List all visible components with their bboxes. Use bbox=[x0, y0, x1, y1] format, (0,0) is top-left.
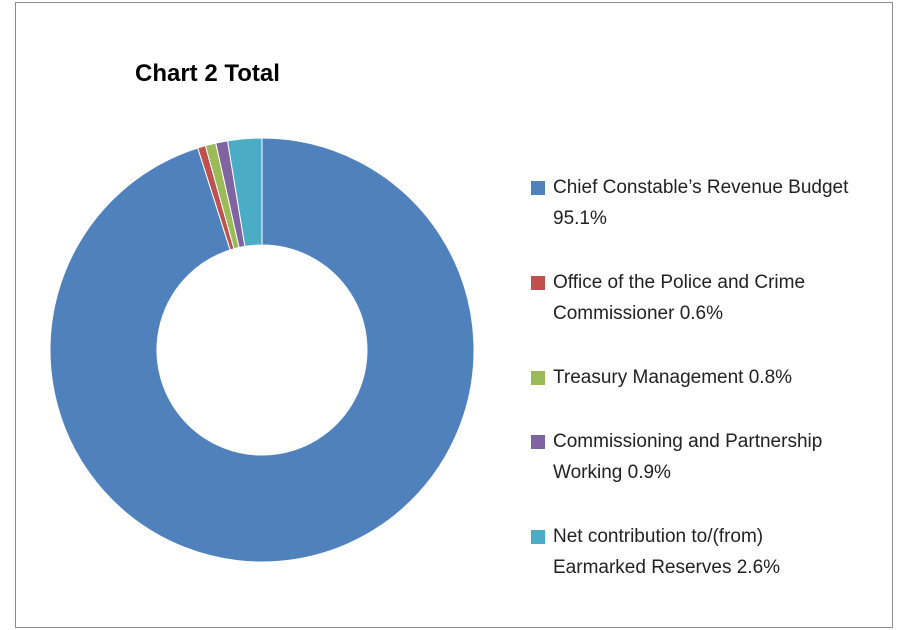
donut-slice bbox=[226, 137, 263, 247]
legend-swatch bbox=[531, 181, 545, 195]
legend-swatch bbox=[531, 276, 545, 290]
legend-text: Office of the Police and Crime Commissio… bbox=[553, 267, 853, 329]
chart-title: Chart 2 Total bbox=[135, 60, 280, 87]
legend-value: 2.6% bbox=[736, 557, 781, 578]
legend: Chief Constable’s Revenue Budget 95.1% Of… bbox=[531, 172, 881, 616]
legend-text: Net contribution to/(from) Earmarked Res… bbox=[553, 521, 853, 583]
legend-item: Chief Constable’s Revenue Budget 95.1% bbox=[531, 172, 881, 234]
legend-swatch bbox=[531, 435, 545, 449]
legend-value: 0.9% bbox=[627, 462, 671, 483]
donut-slice bbox=[49, 137, 475, 563]
legend-item: Treasury Management 0.8% bbox=[531, 362, 881, 393]
legend-value: 95.1% bbox=[553, 208, 607, 229]
chart-frame bbox=[15, 2, 893, 628]
legend-text: Treasury Management 0.8% bbox=[553, 362, 853, 393]
legend-label: Office of the Police and Crime Commissio… bbox=[553, 272, 806, 324]
legend-swatch bbox=[531, 371, 545, 385]
legend-item: Net contribution to/(from) Earmarked Res… bbox=[531, 521, 881, 583]
legend-label: Commissioning and Partnership Working bbox=[553, 431, 823, 483]
legend-text: Commissioning and Partnership Working 0.… bbox=[553, 426, 853, 488]
legend-item: Commissioning and Partnership Working 0.… bbox=[531, 426, 881, 488]
legend-label: Treasury Management bbox=[553, 367, 744, 388]
legend-value: 0.8% bbox=[748, 367, 793, 388]
legend-swatch bbox=[531, 530, 545, 544]
legend-label: Net contribution to/(from) Earmarked Res… bbox=[553, 526, 764, 578]
legend-item: Office of the Police and Crime Commissio… bbox=[531, 267, 881, 329]
legend-label: Chief Constable’s Revenue Budget bbox=[553, 177, 849, 198]
legend-value: 0.6% bbox=[679, 303, 724, 324]
legend-text: Chief Constable’s Revenue Budget 95.1% bbox=[553, 172, 853, 234]
